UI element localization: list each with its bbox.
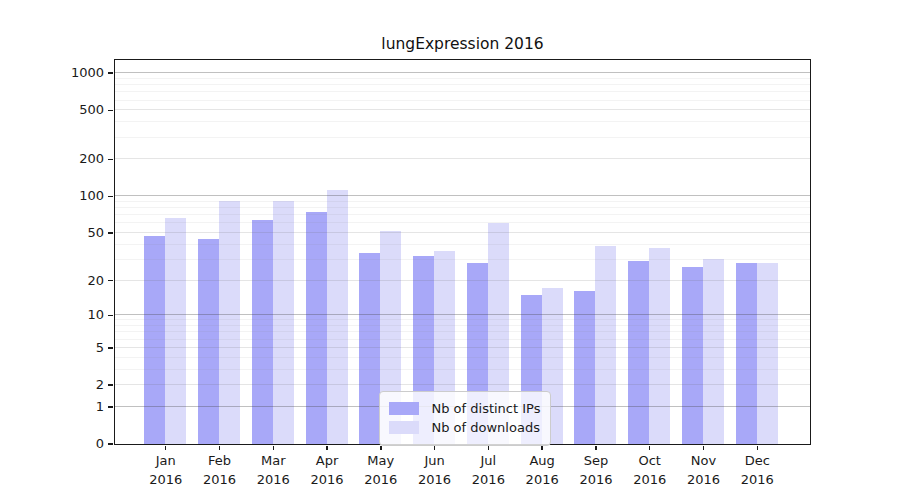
bar-ips-jan [144,236,165,444]
chart-title: lungExpression 2016 [115,33,810,55]
bar-ips-nov [682,267,703,444]
bar-downloads-mar [273,201,294,444]
legend-label-downloads: Nb of downloads [432,420,540,436]
ytick-label-500: 500 [38,101,104,119]
legend: Nb of distinct IPs Nb of downloads [379,391,552,446]
ytick-mark-10 [108,315,113,317]
ytick-label-2: 2 [38,376,104,394]
ytick-mark-500 [108,110,113,112]
ytick-mark-1000 [108,72,113,74]
xtick-label-dec: Dec 2016 [725,452,789,489]
bar-ips-mar [252,220,273,443]
bar-downloads-dec [757,263,778,444]
bar-ips-dec [736,263,757,444]
xtick-mark-aug [541,446,543,451]
gridline-700 [115,91,810,92]
ytick-mark-20 [108,280,113,282]
ytick-mark-5 [108,347,113,349]
xtick-mark-may [380,446,382,451]
ytick-label-10: 10 [38,306,104,324]
gridline-400 [115,121,810,122]
ytick-label-50: 50 [38,224,104,242]
xtick-mark-jan [165,446,167,451]
bar-downloads-feb [219,201,240,443]
ytick-label-1000: 1000 [38,64,104,82]
bar-chart-figure: lungExpression 2016 Nb of distinct IPsNb… [0,0,900,500]
bar-ips-apr [306,212,327,444]
xtick-mark-feb [219,446,221,451]
legend-swatch-downloads [389,421,419,434]
ytick-mark-1 [108,406,113,408]
bar-downloads-jan [165,218,186,444]
ytick-label-5: 5 [38,339,104,357]
ytick-mark-200 [108,159,113,161]
xtick-mark-sep [595,446,597,451]
ytick-label-200: 200 [38,150,104,168]
bar-ips-oct [628,261,649,444]
xtick-mark-apr [326,446,328,451]
legend-label-ips: Nb of distinct IPs [432,401,541,417]
bar-ips-feb [198,239,219,443]
gridline-200 [115,158,810,159]
ytick-label-20: 20 [38,272,104,290]
gridline-1000 [115,72,810,73]
ytick-mark-0 [108,443,113,445]
bar-ips-sep [574,291,595,443]
bar-ips-may [359,253,380,444]
gridline-600 [115,100,810,101]
xtick-mark-oct [649,446,651,451]
gridline-300 [115,137,810,138]
gridline-500 [115,109,810,110]
bar-downloads-oct [649,248,670,443]
legend-row-downloads: Nb of downloads [389,420,541,436]
xtick-mark-jun [434,446,436,451]
xtick-mark-nov [703,446,705,451]
gridline-100 [115,195,810,196]
ytick-label-0: 0 [38,435,104,453]
legend-swatch-ips [389,402,419,415]
ytick-mark-50 [108,232,113,234]
gridline-800 [115,84,810,85]
xtick-mark-mar [273,446,275,451]
legend-row-ips: Nb of distinct IPs [389,401,541,417]
bar-downloads-nov [703,259,724,443]
plot-area: Nb of distinct IPs Nb of downloads [114,59,811,445]
ytick-label-1: 1 [38,398,104,416]
gridline-900 [115,78,810,79]
xtick-mark-jul [488,446,490,451]
ytick-mark-2 [108,384,113,386]
xtick-mark-dec [757,446,759,451]
ytick-mark-100 [108,196,113,198]
bar-downloads-apr [327,190,348,444]
bar-downloads-sep [595,246,616,444]
ytick-label-100: 100 [38,187,104,205]
